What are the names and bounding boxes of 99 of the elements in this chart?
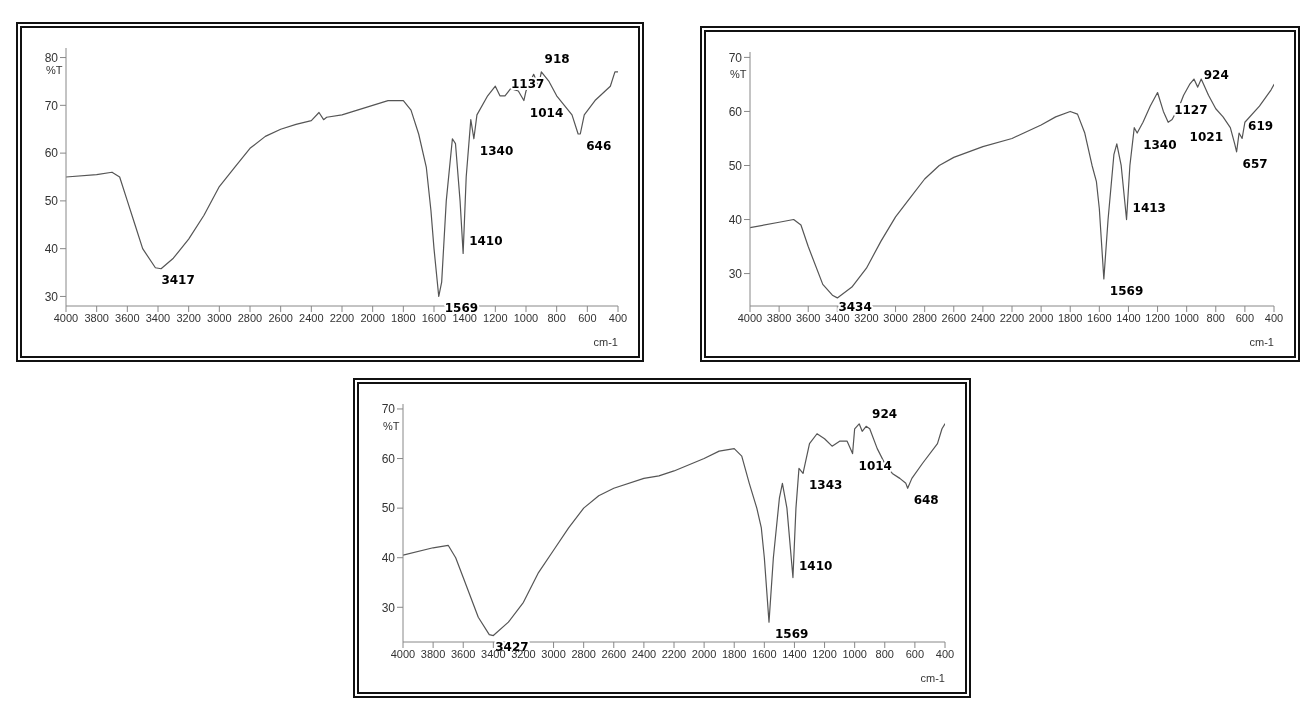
y-axis-title: %T — [46, 63, 63, 76]
y-tick-label: 50 — [728, 158, 743, 173]
annotation: 619 — [1248, 119, 1274, 134]
x-tick-label: 1400 — [1116, 311, 1141, 324]
line-series — [403, 423, 945, 637]
annotation: 924 — [1203, 68, 1229, 83]
x-tick-label: 3400 — [145, 311, 171, 324]
y-tick-label: 80 — [44, 50, 59, 65]
annotation: 1343 — [809, 478, 843, 493]
x-tick-label: 3000 — [207, 311, 232, 324]
x-tick-label: 1800 — [1057, 311, 1083, 324]
y-tick-label: 70 — [44, 98, 59, 113]
annotation: 918 — [544, 52, 570, 67]
x-tick-label: 3200 — [176, 311, 201, 324]
y-tick-label: 50 — [381, 501, 396, 516]
x-tick-label: 800 — [875, 647, 894, 660]
x-tick-label: 600 — [578, 311, 597, 324]
x-tick-label: 1400 — [452, 311, 477, 324]
line-series — [66, 71, 618, 298]
x-tick-label: 2000 — [1028, 311, 1054, 324]
x-axis-title: cm-1 — [1249, 336, 1274, 348]
x-tick-label: 4000 — [390, 647, 416, 660]
x-tick-label: 4000 — [53, 311, 79, 324]
x-tick-label: 3000 — [883, 311, 908, 324]
annotation: 1569 — [1109, 283, 1144, 298]
y-tick-label: 50 — [44, 194, 59, 209]
x-axis-title: cm-1 — [593, 336, 618, 348]
y-tick-label: 30 — [44, 289, 59, 304]
x-tick-label: 3800 — [420, 647, 446, 660]
annotation: 1569 — [775, 627, 809, 642]
x-tick-label: 3600 — [450, 647, 476, 660]
x-tick-label: 2800 — [912, 311, 937, 324]
x-tick-label: 800 — [547, 311, 566, 324]
x-tick-label: 3800 — [766, 311, 792, 324]
x-tick-label: 1600 — [1087, 311, 1112, 324]
y-tick-label: 60 — [381, 451, 396, 466]
x-tick-label: 2200 — [661, 647, 687, 660]
x-tick-label: 2000 — [360, 311, 385, 324]
x-tick-label: 1000 — [842, 647, 867, 660]
annotation: 648 — [913, 493, 939, 508]
x-tick-label: 3000 — [541, 647, 566, 660]
y-tick-label: 30 — [381, 600, 396, 615]
x-tick-label: 1000 — [513, 311, 539, 324]
annotation: 1137 — [510, 76, 545, 91]
annotation: 1014 — [529, 105, 564, 120]
y-tick-label: 40 — [44, 241, 59, 256]
x-tick-label: 600 — [1235, 311, 1255, 324]
x-tick-label: 400 — [935, 647, 955, 660]
x-tick-label: 2800 — [237, 311, 263, 324]
x-tick-label: 3600 — [795, 311, 821, 324]
x-tick-label: 4000 — [737, 311, 763, 324]
x-tick-label: 2200 — [329, 311, 355, 324]
x-tick-label: 2400 — [299, 311, 324, 324]
x-tick-label: 1200 — [812, 647, 837, 660]
x-tick-label: 2600 — [601, 647, 627, 660]
x-tick-label: 400 — [608, 311, 628, 324]
x-tick-label: 2400 — [631, 647, 657, 660]
annotation: 1340 — [1143, 138, 1177, 153]
x-tick-label: 1200 — [1145, 311, 1170, 324]
x-tick-label: 1800 — [391, 311, 416, 324]
annotation: 646 — [586, 139, 612, 153]
x-tick-label: 1000 — [1174, 311, 1199, 324]
x-tick-label: 1600 — [752, 647, 777, 660]
x-tick-label: 2800 — [571, 647, 596, 660]
x-tick-label: 3800 — [84, 311, 109, 324]
annotation: 1413 — [1132, 200, 1166, 215]
x-tick-label: 1800 — [721, 647, 747, 660]
x-tick-label: 2400 — [970, 311, 996, 324]
x-tick-label: 1400 — [782, 647, 807, 660]
annotation: 1021 — [1189, 130, 1224, 145]
x-tick-label: 1600 — [421, 311, 447, 324]
x-tick-label: 600 — [905, 647, 925, 660]
y-tick-label: 60 — [44, 146, 59, 161]
x-tick-label: 800 — [1206, 311, 1225, 324]
x-tick-label: 2600 — [941, 311, 967, 324]
x-tick-label: 2000 — [691, 647, 717, 660]
x-tick-label: 3600 — [115, 311, 140, 324]
y-axis-title: %T — [730, 67, 747, 80]
annotation: 1014 — [858, 458, 892, 473]
y-tick-label: 30 — [728, 266, 743, 281]
annotation: 1410 — [469, 234, 503, 249]
y-tick-label: 60 — [728, 104, 743, 119]
y-tick-label: 70 — [728, 50, 743, 65]
x-tick-label: 400 — [1264, 311, 1284, 324]
line-series — [750, 78, 1274, 299]
y-tick-label: 40 — [728, 212, 743, 227]
x-tick-label: 1200 — [483, 311, 508, 324]
annotation: 657 — [1242, 156, 1268, 171]
y-axis-title: %T — [383, 419, 400, 432]
annotation: 3417 — [161, 272, 195, 287]
x-tick-label: 2600 — [268, 311, 293, 324]
x-tick-label: 2200 — [999, 311, 1025, 324]
y-tick-label: 40 — [381, 550, 396, 565]
annotation: 924 — [872, 407, 898, 422]
annotation: 1340 — [479, 143, 514, 158]
annotation: 1127 — [1174, 103, 1208, 118]
x-axis-title: cm-1 — [920, 672, 945, 684]
y-tick-label: 70 — [381, 402, 396, 417]
annotation: 1410 — [798, 558, 833, 573]
